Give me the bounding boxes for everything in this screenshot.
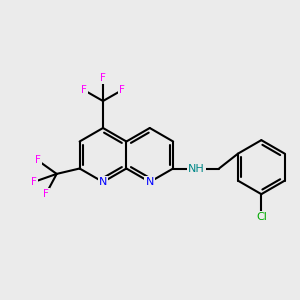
Text: F: F	[43, 189, 49, 199]
Text: F: F	[81, 85, 87, 95]
Text: N: N	[146, 177, 154, 187]
Text: F: F	[31, 177, 37, 187]
Text: N: N	[99, 177, 107, 187]
Text: NH: NH	[188, 164, 205, 175]
Text: F: F	[119, 85, 125, 95]
Text: F: F	[35, 155, 41, 165]
Text: F: F	[100, 73, 106, 83]
Text: Cl: Cl	[256, 212, 267, 222]
